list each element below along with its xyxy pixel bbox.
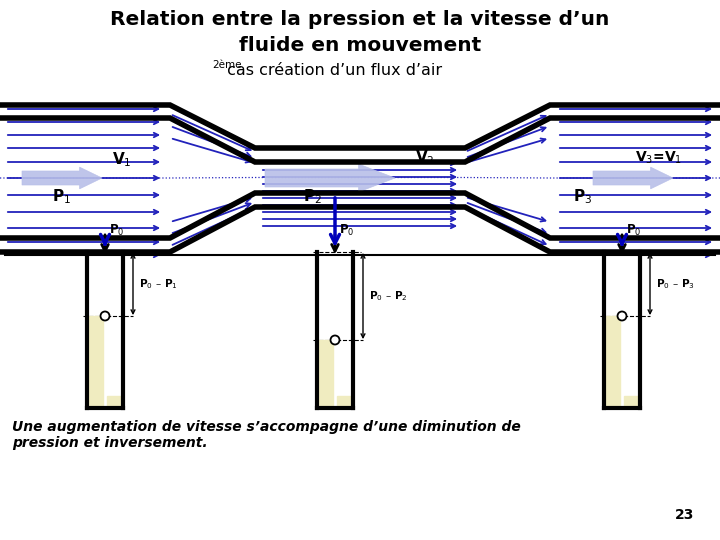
Circle shape [101,312,109,321]
Bar [606,316,620,408]
Text: cas création d’un flux d’air: cas création d’un flux d’air [222,63,442,78]
Bar [107,396,121,408]
Bar [624,396,638,408]
Text: V$_1$: V$_1$ [112,151,132,170]
FancyArrow shape [593,167,673,189]
Text: Une augmentation de vitesse s’accompagne d’une diminution de
pression et inverse: Une augmentation de vitesse s’accompagne… [12,420,521,450]
Text: P$_0$ – P$_3$: P$_0$ – P$_3$ [656,277,695,291]
Text: 2ème: 2ème [212,60,241,70]
Text: P$_0$ – P$_1$: P$_0$ – P$_1$ [139,277,178,291]
Text: fluide en mouvement: fluide en mouvement [239,36,481,55]
Bar [89,316,103,408]
Text: P$_0$ – P$_2$: P$_0$ – P$_2$ [369,289,408,303]
Text: V$_3$=V$_1$: V$_3$=V$_1$ [635,150,683,166]
Text: P$_2$: P$_2$ [303,187,322,206]
Text: P$_1$: P$_1$ [52,187,71,206]
Text: V$_2$: V$_2$ [415,148,435,167]
Text: P$_0$: P$_0$ [109,222,125,238]
FancyArrow shape [265,164,395,192]
Bar [337,396,351,408]
Text: P$_0$: P$_0$ [626,222,642,238]
Text: 23: 23 [675,508,695,522]
Text: P$_0$: P$_0$ [339,222,354,238]
Bar [319,340,333,408]
Text: P$_3$: P$_3$ [573,187,593,206]
FancyArrow shape [22,167,102,189]
Circle shape [330,335,340,345]
Circle shape [618,312,626,321]
Text: Relation entre la pression et la vitesse d’un: Relation entre la pression et la vitesse… [110,10,610,29]
